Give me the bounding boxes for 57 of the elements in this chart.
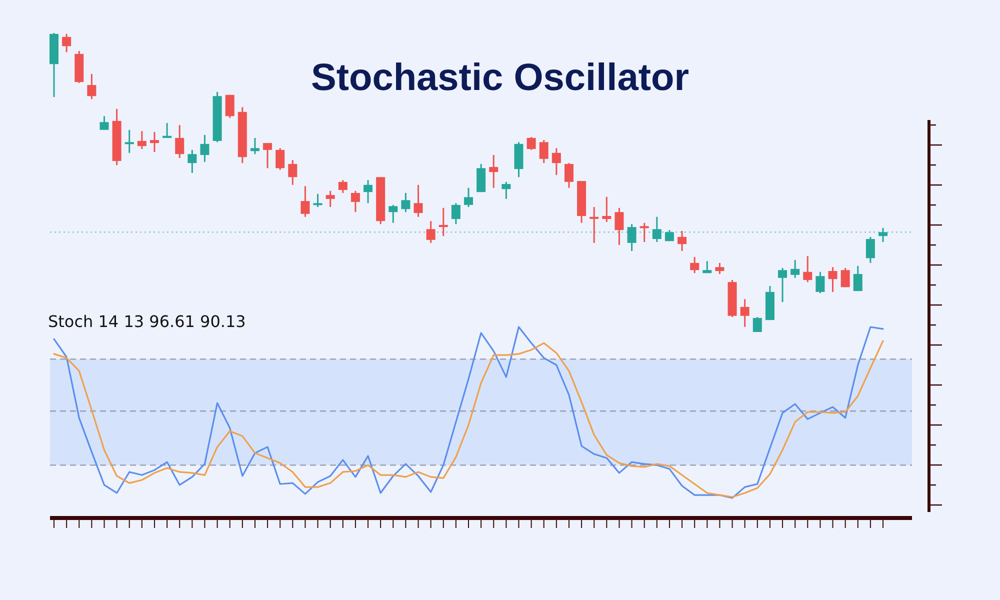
candlestick <box>828 266 838 293</box>
candlestick <box>552 147 561 176</box>
candlestick <box>87 73 96 100</box>
candlestick <box>137 130 146 150</box>
chart-title: Stoch 14 13 96.61 90.13 <box>48 312 246 331</box>
candlestick <box>364 179 373 204</box>
candlestick <box>188 149 197 174</box>
candlestick <box>162 122 172 139</box>
candlestick <box>124 129 134 154</box>
candlestick <box>250 137 260 155</box>
candlestick <box>313 193 322 208</box>
candlestick <box>614 207 624 246</box>
candlestick <box>590 206 599 244</box>
candlestick <box>866 236 875 264</box>
candlestick <box>840 267 850 288</box>
candlestick <box>752 316 762 333</box>
candlestick <box>276 147 285 171</box>
candlestick <box>627 223 636 252</box>
candlestick <box>790 259 800 279</box>
candlestick <box>678 230 687 252</box>
candlestick <box>778 267 788 303</box>
candlestick <box>878 227 888 243</box>
candlestick <box>438 207 448 237</box>
candlestick <box>451 202 460 225</box>
candlestick <box>225 94 234 119</box>
candlestick <box>338 179 348 194</box>
candlestick <box>526 136 536 151</box>
candlestick <box>388 204 398 224</box>
candlestick <box>539 139 548 164</box>
candlestick <box>816 271 825 294</box>
candlestick <box>350 190 360 213</box>
candlestick <box>426 220 436 244</box>
candlestick <box>300 185 310 218</box>
candlestick <box>263 142 272 169</box>
candlestick <box>853 265 862 292</box>
candlestick <box>288 159 298 186</box>
candlestick <box>564 162 574 189</box>
candlestick <box>175 124 184 159</box>
candlestick <box>464 187 473 208</box>
candlestick <box>640 222 649 243</box>
candlestick <box>414 184 423 218</box>
candlestick <box>803 255 812 283</box>
candlestick <box>62 33 72 53</box>
candlestick <box>502 181 511 200</box>
candlestick <box>489 154 498 189</box>
candlestick <box>200 134 210 163</box>
candlestick <box>690 256 700 274</box>
candlestick <box>150 131 159 153</box>
candlestick <box>401 192 410 213</box>
candlestick <box>602 196 612 223</box>
candlestick <box>100 115 109 131</box>
candlestick <box>715 262 724 275</box>
candlestick <box>652 216 662 243</box>
text: Stochastic Oscillator <box>310 57 690 99</box>
candlestick <box>326 190 335 208</box>
candlestick <box>476 163 486 193</box>
candlestick <box>740 298 750 328</box>
